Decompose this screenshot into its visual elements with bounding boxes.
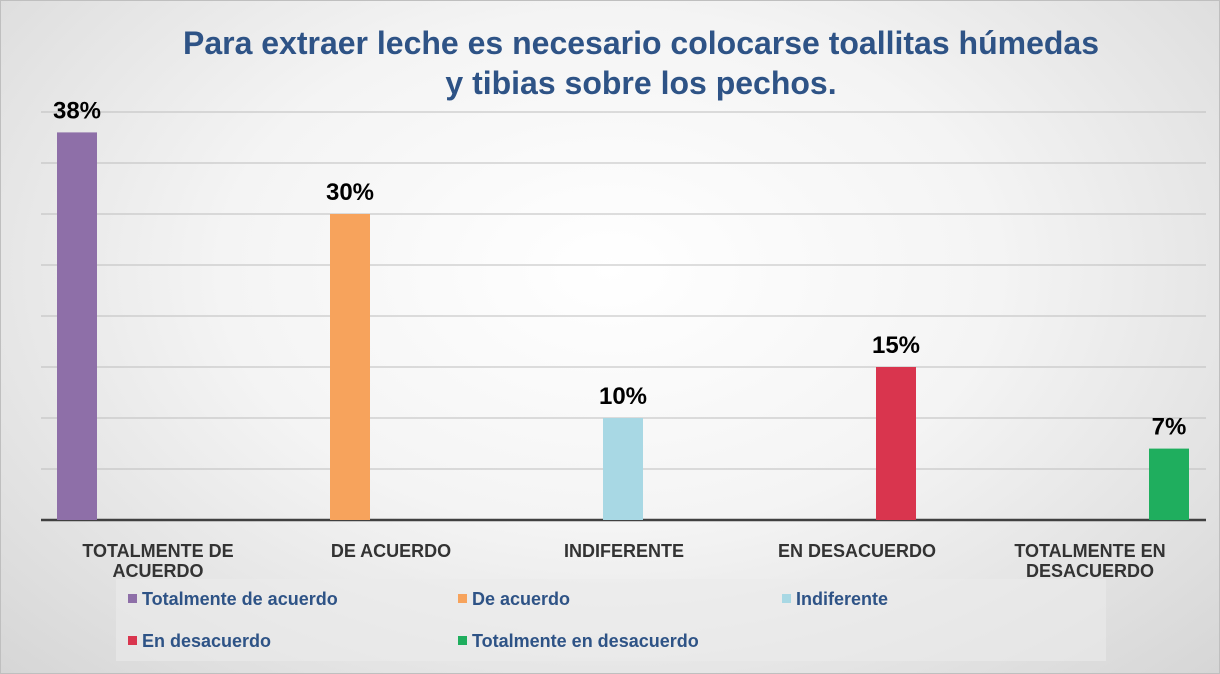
- data-label: 15%: [872, 332, 920, 359]
- bar: [57, 132, 97, 520]
- legend-label: Totalmente en desacuerdo: [472, 631, 699, 651]
- bar: [1149, 448, 1189, 520]
- legend-label: Totalmente de acuerdo: [142, 589, 338, 609]
- legend-swatch: [128, 636, 137, 645]
- data-label: 38%: [53, 97, 101, 124]
- legend-item: Indiferente: [782, 589, 888, 610]
- x-tick-label: TOTALMENTE EN DESACUERDO: [1014, 541, 1166, 581]
- data-label: 7%: [1152, 414, 1187, 441]
- legend-label: Indiferente: [796, 589, 889, 609]
- data-label: 10%: [599, 383, 647, 410]
- x-tick-label: DE ACUERDO: [330, 541, 452, 561]
- x-tick-label: EN DESACUERDO: [777, 541, 937, 561]
- legend-swatch: [458, 636, 467, 645]
- legend-swatch: [128, 594, 137, 603]
- legend-item: En desacuerdo: [128, 631, 271, 652]
- legend-label: En desacuerdo: [142, 631, 272, 651]
- legend: Totalmente de acuerdo De acuerdo Indiferen…: [116, 579, 1106, 661]
- legend-swatch: [458, 594, 467, 603]
- bar: [603, 418, 643, 520]
- legend-item: Totalmente en desacuerdo: [458, 631, 699, 652]
- chart-title: Para extraer leche es necesario colocars…: [182, 25, 1100, 101]
- x-tick-label: TOTALMENTE DE ACUERDO: [82, 541, 234, 581]
- legend-label: De acuerdo: [472, 589, 571, 609]
- bar: [330, 214, 370, 520]
- legend-item: De acuerdo: [458, 589, 570, 610]
- legend-swatch: [782, 594, 791, 603]
- legend-item: Totalmente de acuerdo: [128, 589, 338, 610]
- bar: [876, 367, 916, 520]
- data-label: 30%: [326, 179, 374, 206]
- x-tick-label: INDIFERENTE: [563, 541, 684, 561]
